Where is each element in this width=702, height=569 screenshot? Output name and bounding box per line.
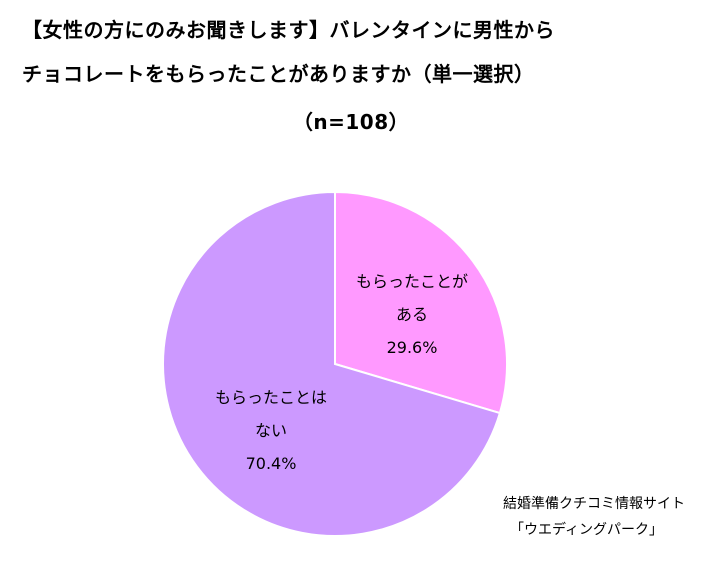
chart-title-line-1: 【女性の方にのみお聞きします】バレンタインに男性から (22, 18, 555, 42)
source-note-line-1: 結婚準備クチコミ情報サイト (503, 496, 685, 512)
pie-category-label-2: もらったことは (215, 388, 327, 407)
pie-category-label-1: ある (396, 305, 428, 324)
pie-category-label-1: もらったことが (356, 272, 468, 291)
chart-title-sample-size: （n=108） (292, 110, 410, 134)
pie-category-label-2: ない (255, 421, 287, 440)
pie-value-label-2: 70.4% (246, 454, 297, 473)
pie-slice-2 (162, 190, 502, 537)
pie-slices (162, 190, 508, 537)
chart-title-line-2: チョコレートをもらったことがありますか（単一選択） (22, 62, 535, 86)
pie-value-label-1: 29.6% (387, 338, 438, 357)
pie-slice-1 (334, 190, 508, 415)
source-note-line-2: 「ウエディングパーク」 (510, 522, 664, 538)
